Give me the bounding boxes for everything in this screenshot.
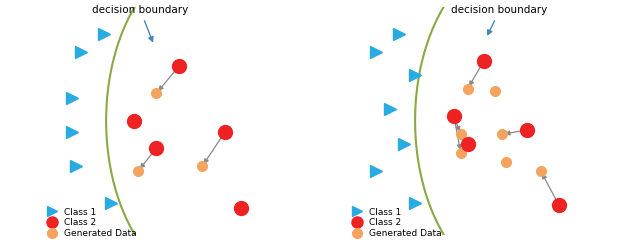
Legend: Class 1, Class 2, Generated Data: Class 1, Class 2, Generated Data [344,204,445,242]
Text: decision boundary: decision boundary [92,5,189,41]
Text: decision boundary: decision boundary [451,5,548,35]
Legend: Class 1, Class 2, Generated Data: Class 1, Class 2, Generated Data [40,204,140,242]
